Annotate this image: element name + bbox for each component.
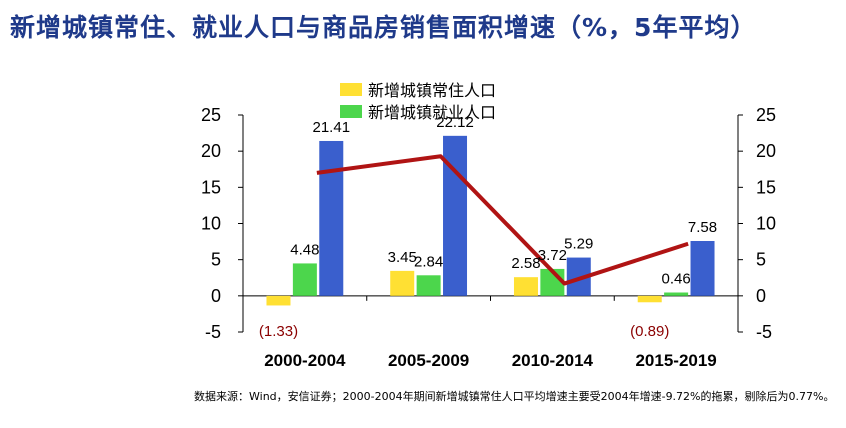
category-label: 2000-2004 (264, 351, 346, 370)
left-tick-label: 0 (211, 286, 221, 306)
bar (266, 295, 291, 306)
right-tick-label: 0 (756, 286, 766, 306)
left-tick-label: 25 (201, 105, 221, 125)
right-tick-label: -5 (756, 322, 772, 342)
left-tick-label: 5 (211, 250, 221, 270)
data-label: 2.84 (414, 253, 443, 270)
data-label: 3.45 (388, 249, 417, 266)
right-tick-label: 5 (756, 250, 766, 270)
legend-swatch-yellow (340, 82, 362, 96)
bar (416, 275, 441, 296)
bar (664, 292, 689, 296)
right-tick-label: 15 (756, 177, 776, 197)
data-label: 4.48 (290, 241, 319, 258)
data-label: 2.58 (511, 255, 540, 272)
bar (513, 277, 538, 296)
legend-label: 新增城镇就业人口 (368, 103, 497, 122)
left-tick-label: -5 (205, 322, 221, 342)
chart-line (316, 154, 689, 286)
category-label: 2010-2014 (512, 351, 594, 370)
legend: 新增城镇常住人口 新增城镇就业人口 (340, 78, 496, 122)
series-line (316, 154, 689, 286)
left-tick-label: 20 (201, 141, 221, 161)
data-label: 21.41 (313, 119, 351, 136)
bar (390, 270, 415, 296)
data-label: 7.58 (688, 219, 717, 236)
data-label: 5.29 (564, 236, 593, 253)
legend-item-series1: 新增城镇常住人口 (340, 78, 496, 100)
legend-item-series2: 新增城镇就业人口 (340, 100, 496, 122)
right-tick-label: 20 (756, 141, 776, 161)
right-tick-label: 10 (756, 214, 776, 234)
bar (319, 140, 344, 296)
data-label: 3.72 (538, 247, 567, 264)
legend-swatch-green (340, 104, 362, 118)
left-tick-label: 15 (201, 177, 221, 197)
chart-labels: (1.33) 3.45 2.58 (0.89) 4.48 2.84 3.72 0.46 21.4… (259, 114, 717, 340)
source-note: 数据来源：Wind，安信证券；2000-2004年期间新增城镇常住人口平均增速主… (194, 390, 835, 403)
category-label: 2015-2019 (635, 351, 716, 370)
legend-label: 新增城镇常住人口 (368, 81, 497, 100)
bar (690, 241, 715, 296)
category-label: 2005-2009 (388, 351, 469, 370)
data-label: 0.46 (662, 271, 691, 288)
bar (292, 263, 317, 296)
data-label: (1.33) (259, 323, 298, 340)
right-tick-label: 25 (756, 105, 776, 125)
chart-axes: -5 -5 0 0 5 5 10 10 15 15 20 20 25 25 2000-2004 2005-20… (201, 105, 776, 370)
bar (637, 295, 662, 303)
data-label: 22.12 (436, 114, 474, 131)
left-tick-label: 10 (201, 214, 221, 234)
data-label: (0.89) (630, 323, 669, 340)
chart-bars (266, 135, 715, 306)
page-title: 新增城镇常住、就业人口与商品房销售面积增速（%，5年平均） (10, 13, 757, 42)
